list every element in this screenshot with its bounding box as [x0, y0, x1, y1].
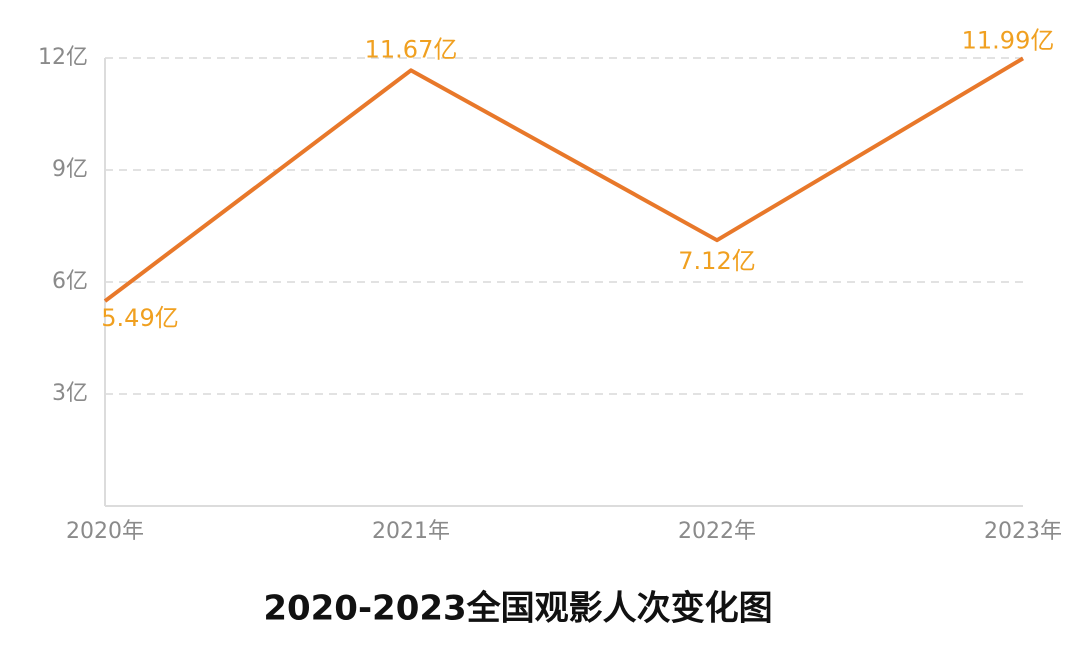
y-tick-label: 9亿 — [52, 157, 88, 182]
y-tick-label: 6亿 — [52, 269, 88, 294]
line — [103, 56, 1025, 303]
x-tick-label: 2020年 — [66, 519, 144, 544]
data-label: 11.99亿 — [962, 26, 1055, 54]
chart-title: 2020-2023全国观影人次变化图 — [263, 589, 772, 629]
x-tick-label: 2023年 — [984, 519, 1062, 544]
x-tick-label: 2021年 — [372, 519, 450, 544]
x-tick-label: 2022年 — [678, 519, 756, 544]
data-label: 11.67亿 — [365, 35, 458, 63]
data-label: 7.12亿 — [678, 247, 755, 275]
y-tick-label: 12亿 — [38, 45, 88, 70]
data-label: 5.49亿 — [101, 304, 178, 332]
y-tick-label: 3亿 — [52, 381, 88, 406]
